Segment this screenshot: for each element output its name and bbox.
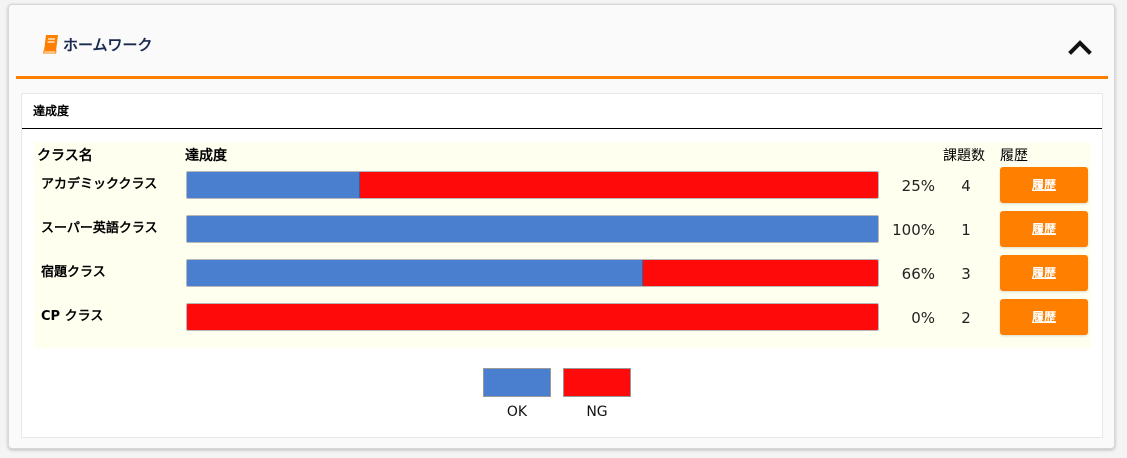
- task-count: 4: [961, 177, 971, 195]
- progress-bar: [186, 259, 879, 287]
- progress-ok-segment: [187, 172, 360, 198]
- book-icon: [42, 35, 58, 54]
- column-header-history: 履歴: [1000, 148, 1028, 164]
- legend-ok-label: OK: [506, 404, 528, 420]
- legend-ng-label: NG: [586, 404, 608, 420]
- progress-bar: [186, 303, 879, 331]
- task-count: 2: [961, 309, 971, 327]
- card-title: ホームワーク: [63, 36, 153, 54]
- homework-card: ホームワーク 達成度 クラス名 達成度 課題数 履歴 アカデミッククラス 25%…: [8, 4, 1115, 449]
- achievement-table: クラス名 達成度 課題数 履歴 アカデミッククラス 25% 4 履歴 スーパー英…: [34, 142, 1091, 348]
- card-header: ホームワーク: [16, 5, 1108, 79]
- progress-percent: 66%: [901, 265, 935, 283]
- column-header-task-count: 課題数: [943, 148, 985, 164]
- progress-bar: [186, 171, 879, 199]
- progress-percent: 25%: [901, 177, 935, 195]
- history-button[interactable]: 履歴: [1000, 167, 1088, 203]
- history-button[interactable]: 履歴: [1000, 255, 1088, 291]
- task-count: 3: [961, 265, 971, 283]
- column-header-progress: 達成度: [185, 148, 227, 164]
- progress-percent: 100%: [892, 221, 935, 239]
- history-button[interactable]: 履歴: [1000, 211, 1088, 247]
- progress-bar: [186, 215, 879, 243]
- class-name: スーパー英語クラス: [41, 221, 158, 236]
- panel-title: 達成度: [33, 104, 70, 118]
- class-name: CP クラス: [41, 309, 104, 324]
- progress-ok-segment: [187, 216, 878, 242]
- achievement-panel: 達成度 クラス名 達成度 課題数 履歴 アカデミッククラス 25% 4 履歴 ス…: [21, 93, 1103, 438]
- legend-ng-swatch: [563, 368, 631, 397]
- progress-percent: 0%: [911, 309, 935, 327]
- legend-ok-swatch: [483, 368, 551, 397]
- progress-ok-segment: [187, 260, 644, 286]
- chevron-up-icon[interactable]: [1068, 37, 1092, 55]
- task-count: 1: [961, 221, 971, 239]
- class-name: 宿題クラス: [41, 265, 106, 280]
- column-header-class-name: クラス名: [37, 148, 93, 164]
- class-name: アカデミッククラス: [41, 177, 158, 192]
- history-button[interactable]: 履歴: [1000, 299, 1088, 335]
- panel-heading: 達成度: [22, 94, 1102, 129]
